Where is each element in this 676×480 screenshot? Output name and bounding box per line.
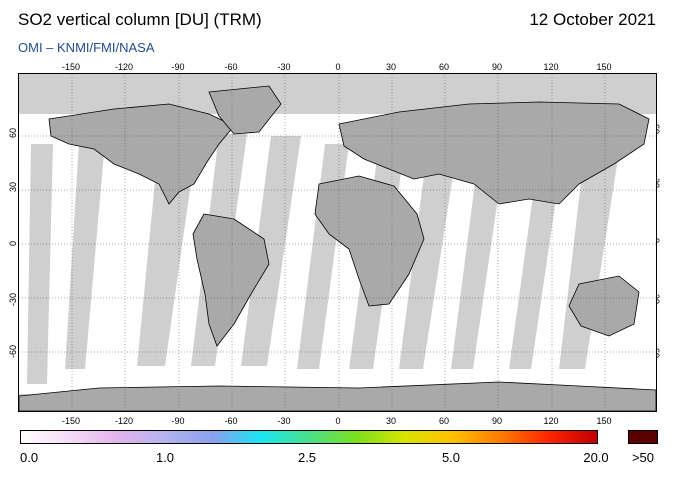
- lon-tick-bottom: 60: [438, 416, 450, 426]
- lon-tick-bottom: 120: [543, 416, 559, 426]
- lon-tick-top: -60: [224, 62, 238, 72]
- lon-tick-bottom: 90: [491, 416, 503, 426]
- eurasia-land: [338, 101, 650, 205]
- orbit-gap-stripe: [399, 136, 459, 369]
- lon-tick-top: -90: [171, 62, 185, 72]
- graticule: [19, 74, 656, 411]
- lon-tick-top: -30: [277, 62, 291, 72]
- lat-tick-left: 0: [8, 240, 18, 246]
- africa-land: [314, 175, 425, 307]
- lon-tick-top: 90: [491, 62, 503, 72]
- orbit-gap-stripe: [137, 140, 197, 366]
- greenland-land: [208, 85, 282, 135]
- world-map-canvas: [19, 74, 656, 411]
- lon-tick-top: -120: [114, 62, 134, 72]
- south-america-land: [192, 213, 270, 347]
- lon-tick-bottom: -120: [114, 416, 134, 426]
- antarctica-land: [19, 381, 656, 411]
- colorbar-label: 1.0: [155, 450, 175, 465]
- world-map: [18, 73, 657, 412]
- map-title: SO2 vertical column [DU] (TRM): [18, 10, 262, 29]
- lon-tick-bottom: 0: [335, 416, 341, 426]
- lon-tick-bottom: -30: [277, 416, 291, 426]
- lon-tick-top: 0: [335, 62, 341, 72]
- orbit-gap-stripe: [241, 136, 301, 366]
- land-masses: [19, 85, 656, 411]
- orbit-gap-stripe: [65, 142, 105, 369]
- lon-tick-top: -150: [61, 62, 81, 72]
- lon-tick-bottom: -90: [171, 416, 185, 426]
- lon-tick-bottom: 30: [385, 416, 397, 426]
- colorbar-label: 5.0: [441, 450, 461, 465]
- orbit-gap-stripe: [297, 144, 349, 369]
- lon-tick-bottom: -60: [224, 416, 238, 426]
- lat-tick-left: 60: [8, 127, 18, 138]
- colorbar-label: 20.0: [583, 450, 609, 465]
- colorbar-overflow-swatch: [628, 430, 658, 444]
- date-label: 12 October 2021: [529, 10, 656, 29]
- lon-tick-top: 60: [438, 62, 450, 72]
- colorbar: [20, 430, 598, 444]
- lon-tick-bottom: 150: [596, 416, 612, 426]
- lat-tick-left: -30: [8, 292, 18, 306]
- lat-tick-left: -60: [8, 344, 18, 358]
- orbit-gap-stripe: [27, 144, 53, 384]
- lat-tick-left: 30: [8, 181, 18, 192]
- colorbar-label: 0.0: [20, 450, 39, 465]
- lon-tick-bottom: -150: [61, 416, 81, 426]
- lon-tick-top: 120: [543, 62, 559, 72]
- lon-tick-top: 150: [596, 62, 612, 72]
- australia-land: [568, 275, 640, 337]
- colorbar-overflow-label: >50: [631, 450, 655, 465]
- credit-label: OMI – KNMI/FMI/NASA: [18, 40, 155, 55]
- colorbar-label: 2.5: [297, 450, 317, 465]
- lon-tick-top: 30: [385, 62, 397, 72]
